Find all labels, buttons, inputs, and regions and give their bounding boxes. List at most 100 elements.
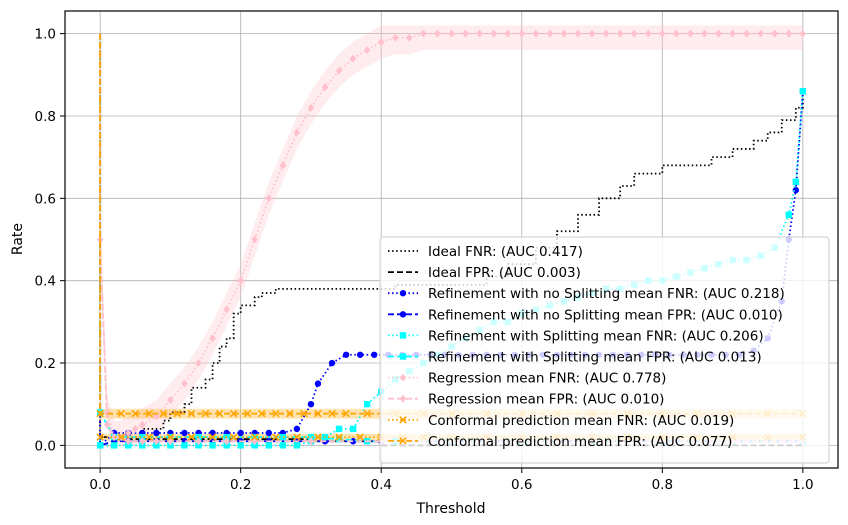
- data-point: [300, 409, 308, 418]
- data-point: [132, 424, 139, 433]
- data-point: [799, 88, 807, 95]
- data-point: [328, 359, 336, 367]
- data-point: [187, 409, 196, 418]
- data-point: [173, 409, 182, 418]
- data-point: [265, 194, 272, 203]
- data-point: [110, 433, 118, 442]
- data-point: [588, 29, 596, 38]
- x-tick-label: 0.6: [511, 477, 532, 493]
- data-point: [335, 433, 343, 441]
- legend-entry: Refinement with no Splitting mean FNR: (…: [388, 286, 785, 302]
- data-point: [307, 400, 315, 408]
- data-point: [399, 311, 407, 318]
- data-point: [96, 433, 104, 441]
- data-point: [631, 29, 638, 38]
- legend-entry: Conformal prediction mean FPR: (AUC 0.07…: [388, 434, 732, 450]
- data-point: [799, 29, 807, 38]
- data-point: [349, 54, 357, 63]
- data-point: [223, 437, 230, 446]
- data-point: [293, 433, 301, 441]
- data-point: [363, 46, 371, 55]
- data-point: [307, 437, 315, 446]
- data-point: [181, 442, 188, 449]
- data-point: [243, 409, 252, 418]
- data-point: [125, 442, 132, 449]
- data-point: [229, 409, 238, 418]
- data-point: [687, 29, 694, 38]
- series: [99, 33, 804, 447]
- data-point: [237, 276, 244, 285]
- data-point: [532, 29, 540, 38]
- data-point: [743, 29, 750, 38]
- data-point: [181, 429, 188, 437]
- data-point: [139, 433, 146, 441]
- data-point: [272, 409, 280, 418]
- data-point: [792, 178, 800, 186]
- data-point: [392, 33, 399, 42]
- data-point: [659, 29, 666, 38]
- data-point: [757, 29, 764, 38]
- x-tick-label: 1.0: [792, 477, 813, 493]
- data-point: [209, 334, 216, 343]
- data-point: [195, 433, 202, 441]
- legend-label: Refinement with no Splitting mean FNR: (…: [428, 286, 785, 302]
- legend-label: Regression mean FPR: (AUC 0.010): [428, 392, 664, 408]
- data-point: [490, 29, 497, 38]
- x-tick-label: 0.8: [652, 477, 673, 493]
- data-point: [195, 442, 202, 449]
- data-point: [363, 400, 371, 408]
- y-tick-label: 0.4: [35, 274, 56, 290]
- legend-label: Refinement with no Splitting mean FPR: (…: [428, 307, 783, 323]
- legend-label: Refinement with Splitting mean FPR: (AUC…: [428, 350, 762, 366]
- data-point: [342, 351, 350, 358]
- legend-label: Refinement with Splitting mean FNR: (AUC…: [428, 328, 764, 344]
- data-point: [328, 409, 336, 418]
- y-tick-label: 0.8: [35, 109, 56, 125]
- series: [96, 29, 807, 442]
- data-point: [286, 409, 294, 418]
- data-point: [715, 29, 722, 38]
- legend-entry: Ideal FNR: (AUC 0.417): [388, 244, 583, 260]
- data-point: [293, 128, 301, 137]
- data-point: [293, 425, 301, 433]
- data-point: [237, 442, 244, 449]
- data-point: [462, 29, 469, 38]
- data-point: [399, 394, 407, 403]
- x-axis-label: Threshold: [416, 501, 486, 517]
- data-point: [125, 429, 132, 438]
- data-point: [139, 437, 146, 446]
- data-point: [356, 351, 364, 358]
- data-point: [159, 409, 168, 418]
- data-point: [215, 409, 224, 418]
- y-tick-label: 1.0: [35, 27, 56, 43]
- data-point: [139, 420, 146, 429]
- data-point: [167, 442, 174, 449]
- data-point: [250, 433, 259, 441]
- legend-entry: Refinement with Splitting mean FPR: (AUC…: [388, 350, 762, 366]
- data-point: [257, 409, 266, 418]
- data-point: [279, 433, 287, 441]
- data-point: [356, 433, 364, 441]
- data-point: [117, 433, 125, 441]
- data-point: [279, 161, 287, 170]
- data-point: [602, 29, 610, 38]
- data-point: [293, 442, 301, 449]
- data-point: [237, 429, 244, 437]
- data-point: [153, 437, 160, 446]
- data-point: [399, 416, 407, 424]
- data-point: [406, 33, 413, 42]
- y-tick-label: 0.6: [35, 191, 56, 207]
- data-point: [342, 409, 350, 418]
- data-point: [399, 437, 407, 445]
- data-point: [307, 433, 315, 441]
- data-point: [434, 29, 441, 38]
- data-point: [785, 211, 793, 218]
- x-tick-label: 0.0: [89, 477, 110, 493]
- data-point: [96, 442, 104, 449]
- data-point: [195, 437, 202, 446]
- data-point: [574, 29, 582, 38]
- data-point: [314, 409, 322, 418]
- data-point: [399, 373, 407, 382]
- data-point: [371, 351, 378, 358]
- series-line: [99, 33, 804, 447]
